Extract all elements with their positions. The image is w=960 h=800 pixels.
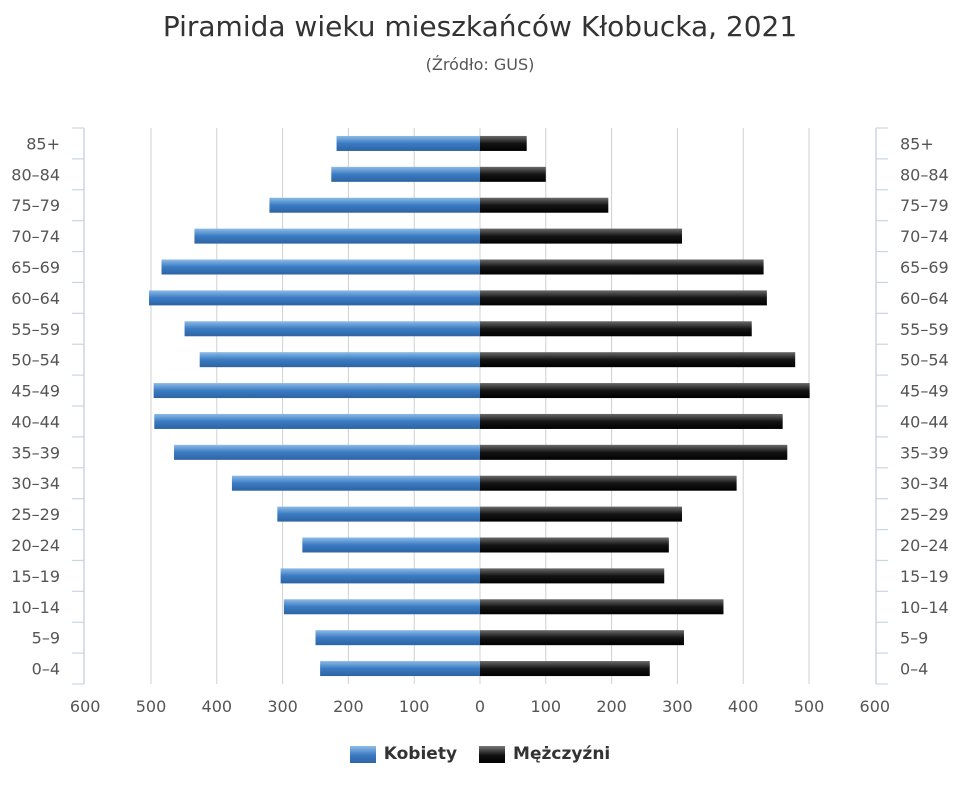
category-label-left: 0–4 (32, 660, 60, 679)
bar-female (331, 166, 480, 182)
category-label-right: 45–49 (900, 382, 949, 401)
category-label-right: 55–59 (900, 320, 949, 339)
x-tick-label: 200 (333, 697, 364, 716)
category-label-right: 25–29 (900, 505, 949, 524)
category-label-left: 80–84 (11, 165, 60, 184)
chart-legend: Kobiety Mężczyźni (0, 744, 960, 764)
bar-female (194, 228, 481, 244)
category-label-right: 5–9 (900, 629, 928, 648)
bar-female (302, 537, 480, 553)
bar-female (199, 352, 480, 368)
x-tick-label: 600 (70, 697, 101, 716)
bar-female (153, 383, 480, 399)
legend-label-male: Mężczyźni (513, 744, 611, 764)
category-label-left: 25–29 (11, 505, 60, 524)
bar-male (480, 444, 788, 460)
category-label-left: 5–9 (32, 629, 60, 648)
x-tick-label: 600 (860, 697, 891, 716)
category-label-left: 45–49 (11, 382, 60, 401)
category-label-right: 15–19 (900, 567, 949, 586)
legend-label-female: Kobiety (383, 744, 458, 764)
bar-male (480, 661, 650, 677)
bar-female (154, 413, 481, 429)
population-pyramid-chart: 600 500 400 300 200 100 0 100 200 300 400 500 600 0–4… (11, 127, 949, 716)
chart-title: Piramida wieku mieszkańców Kłobucka, 202… (162, 10, 798, 43)
bar-male (480, 630, 684, 646)
category-label-left: 20–24 (11, 536, 60, 555)
bar-male (480, 135, 527, 151)
category-label-left: 35–39 (11, 443, 60, 462)
bar-female (231, 475, 480, 491)
category-label-left: 30–34 (11, 474, 60, 493)
bar-female (269, 197, 480, 213)
bar-male (480, 352, 796, 368)
category-label-left: 40–44 (11, 412, 60, 431)
legend-swatch-male (479, 745, 506, 763)
category-label-left: 70–74 (11, 227, 60, 246)
bar-female (280, 568, 480, 584)
bar-female (315, 630, 480, 646)
category-label-right: 30–34 (900, 474, 949, 493)
category-label-left: 60–64 (11, 289, 60, 308)
category-label-right: 35–39 (900, 443, 949, 462)
category-label-right: 65–69 (900, 258, 949, 277)
category-label-right: 20–24 (900, 536, 949, 555)
category-label-left: 85+ (26, 134, 60, 153)
legend-item-male[interactable]: Mężczyźni (479, 744, 610, 764)
bar-female (277, 506, 480, 522)
x-tick-label: 0 (475, 697, 485, 716)
bar-male (480, 259, 764, 275)
bar-male (480, 506, 683, 522)
category-label-left: 10–14 (11, 598, 60, 617)
x-tick-label: 300 (267, 697, 298, 716)
category-label-right: 85+ (900, 134, 934, 153)
bar-male (480, 475, 737, 491)
bar-male (480, 537, 669, 553)
bar-male (480, 568, 665, 584)
chart-subtitle: (Źródło: GUS) (425, 55, 535, 74)
bar-female (184, 321, 481, 337)
category-label-left: 75–79 (11, 196, 60, 215)
category-label-right: 10–14 (900, 598, 949, 617)
category-label-right: 75–79 (900, 196, 949, 215)
bar-male (480, 166, 546, 182)
bar-female (336, 135, 480, 151)
category-label-right: 40–44 (900, 412, 949, 431)
x-tick-label: 100 (399, 697, 430, 716)
legend-item-female[interactable]: Kobiety (349, 744, 458, 764)
bar-male (480, 383, 810, 399)
x-tick-label: 400 (202, 697, 233, 716)
legend-swatch-female (349, 745, 376, 763)
x-tick-label: 200 (596, 697, 627, 716)
x-tick-label: 400 (728, 697, 759, 716)
bar-female (283, 599, 480, 615)
category-label-right: 80–84 (900, 165, 949, 184)
category-label-left: 55–59 (11, 320, 60, 339)
bar-male (480, 197, 609, 213)
category-label-right: 70–74 (900, 227, 949, 246)
bar-female (174, 444, 480, 460)
bar-female (320, 661, 480, 677)
bar-female (149, 290, 480, 306)
category-label-left: 65–69 (11, 258, 60, 277)
category-label-left: 50–54 (11, 351, 60, 370)
bar-male (480, 413, 783, 429)
x-tick-label: 500 (136, 697, 167, 716)
x-tick-label: 500 (794, 697, 825, 716)
x-tick-label: 100 (531, 697, 562, 716)
bar-female (161, 259, 480, 275)
category-label-right: 60–64 (900, 289, 949, 308)
bar-male (480, 599, 724, 615)
category-label-left: 15–19 (11, 567, 60, 586)
bar-male (480, 321, 752, 337)
category-label-right: 50–54 (900, 351, 949, 370)
bar-male (480, 228, 683, 244)
x-tick-label: 300 (662, 697, 693, 716)
bar-male (480, 290, 767, 306)
category-label-right: 0–4 (900, 660, 928, 679)
